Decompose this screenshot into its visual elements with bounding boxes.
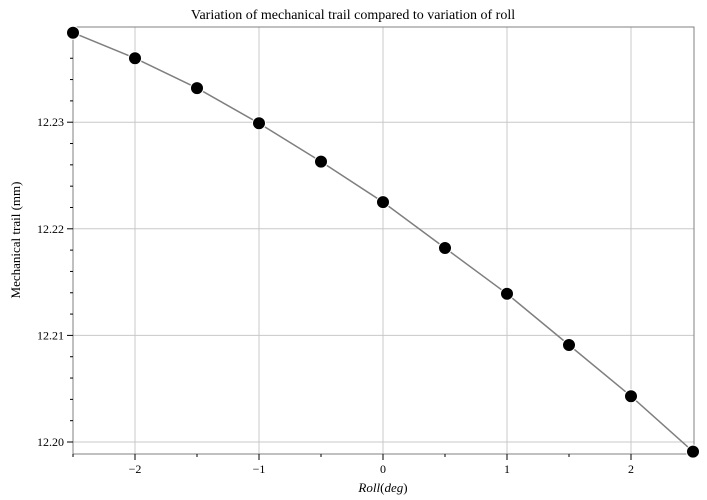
x-axis-label-unit: deg [384, 480, 403, 495]
data-point [376, 195, 390, 210]
data-point [686, 444, 700, 459]
data-point [128, 51, 142, 66]
y-tick-label: 12.20 [37, 435, 64, 449]
x-tick-label: 0 [380, 462, 386, 476]
x-axis-label: Roll(deg) [357, 480, 407, 495]
data-points [66, 25, 700, 459]
y-axis-label: Mechanical trail (mm) [8, 182, 23, 299]
x-axis-label-main: Roll [357, 480, 380, 495]
data-point [66, 25, 80, 40]
axis-ticks [67, 36, 694, 460]
data-point [624, 389, 638, 404]
data-point [500, 286, 514, 301]
y-tick-label: 12.23 [37, 115, 64, 129]
x-tick-label: −2 [129, 462, 142, 476]
data-point [252, 116, 266, 131]
x-axis-label-close-paren: ) [403, 480, 407, 495]
data-point [314, 154, 328, 169]
grid [73, 27, 694, 454]
x-tick-label: 1 [504, 462, 510, 476]
x-tick-label: −1 [253, 462, 266, 476]
x-tick-label: 2 [628, 462, 634, 476]
chart-title: Variation of mechanical trail compared t… [191, 8, 515, 23]
tick-labels: −2 −1 0 1 2 12.20 12.21 12.22 12.23 [37, 115, 634, 476]
data-point [438, 241, 452, 255]
y-tick-label: 12.21 [37, 328, 64, 342]
data-point [190, 81, 204, 96]
y-tick-label: 12.22 [37, 222, 64, 236]
x-axis-label-open-paren: ( [380, 480, 384, 495]
data-point [562, 338, 576, 352]
